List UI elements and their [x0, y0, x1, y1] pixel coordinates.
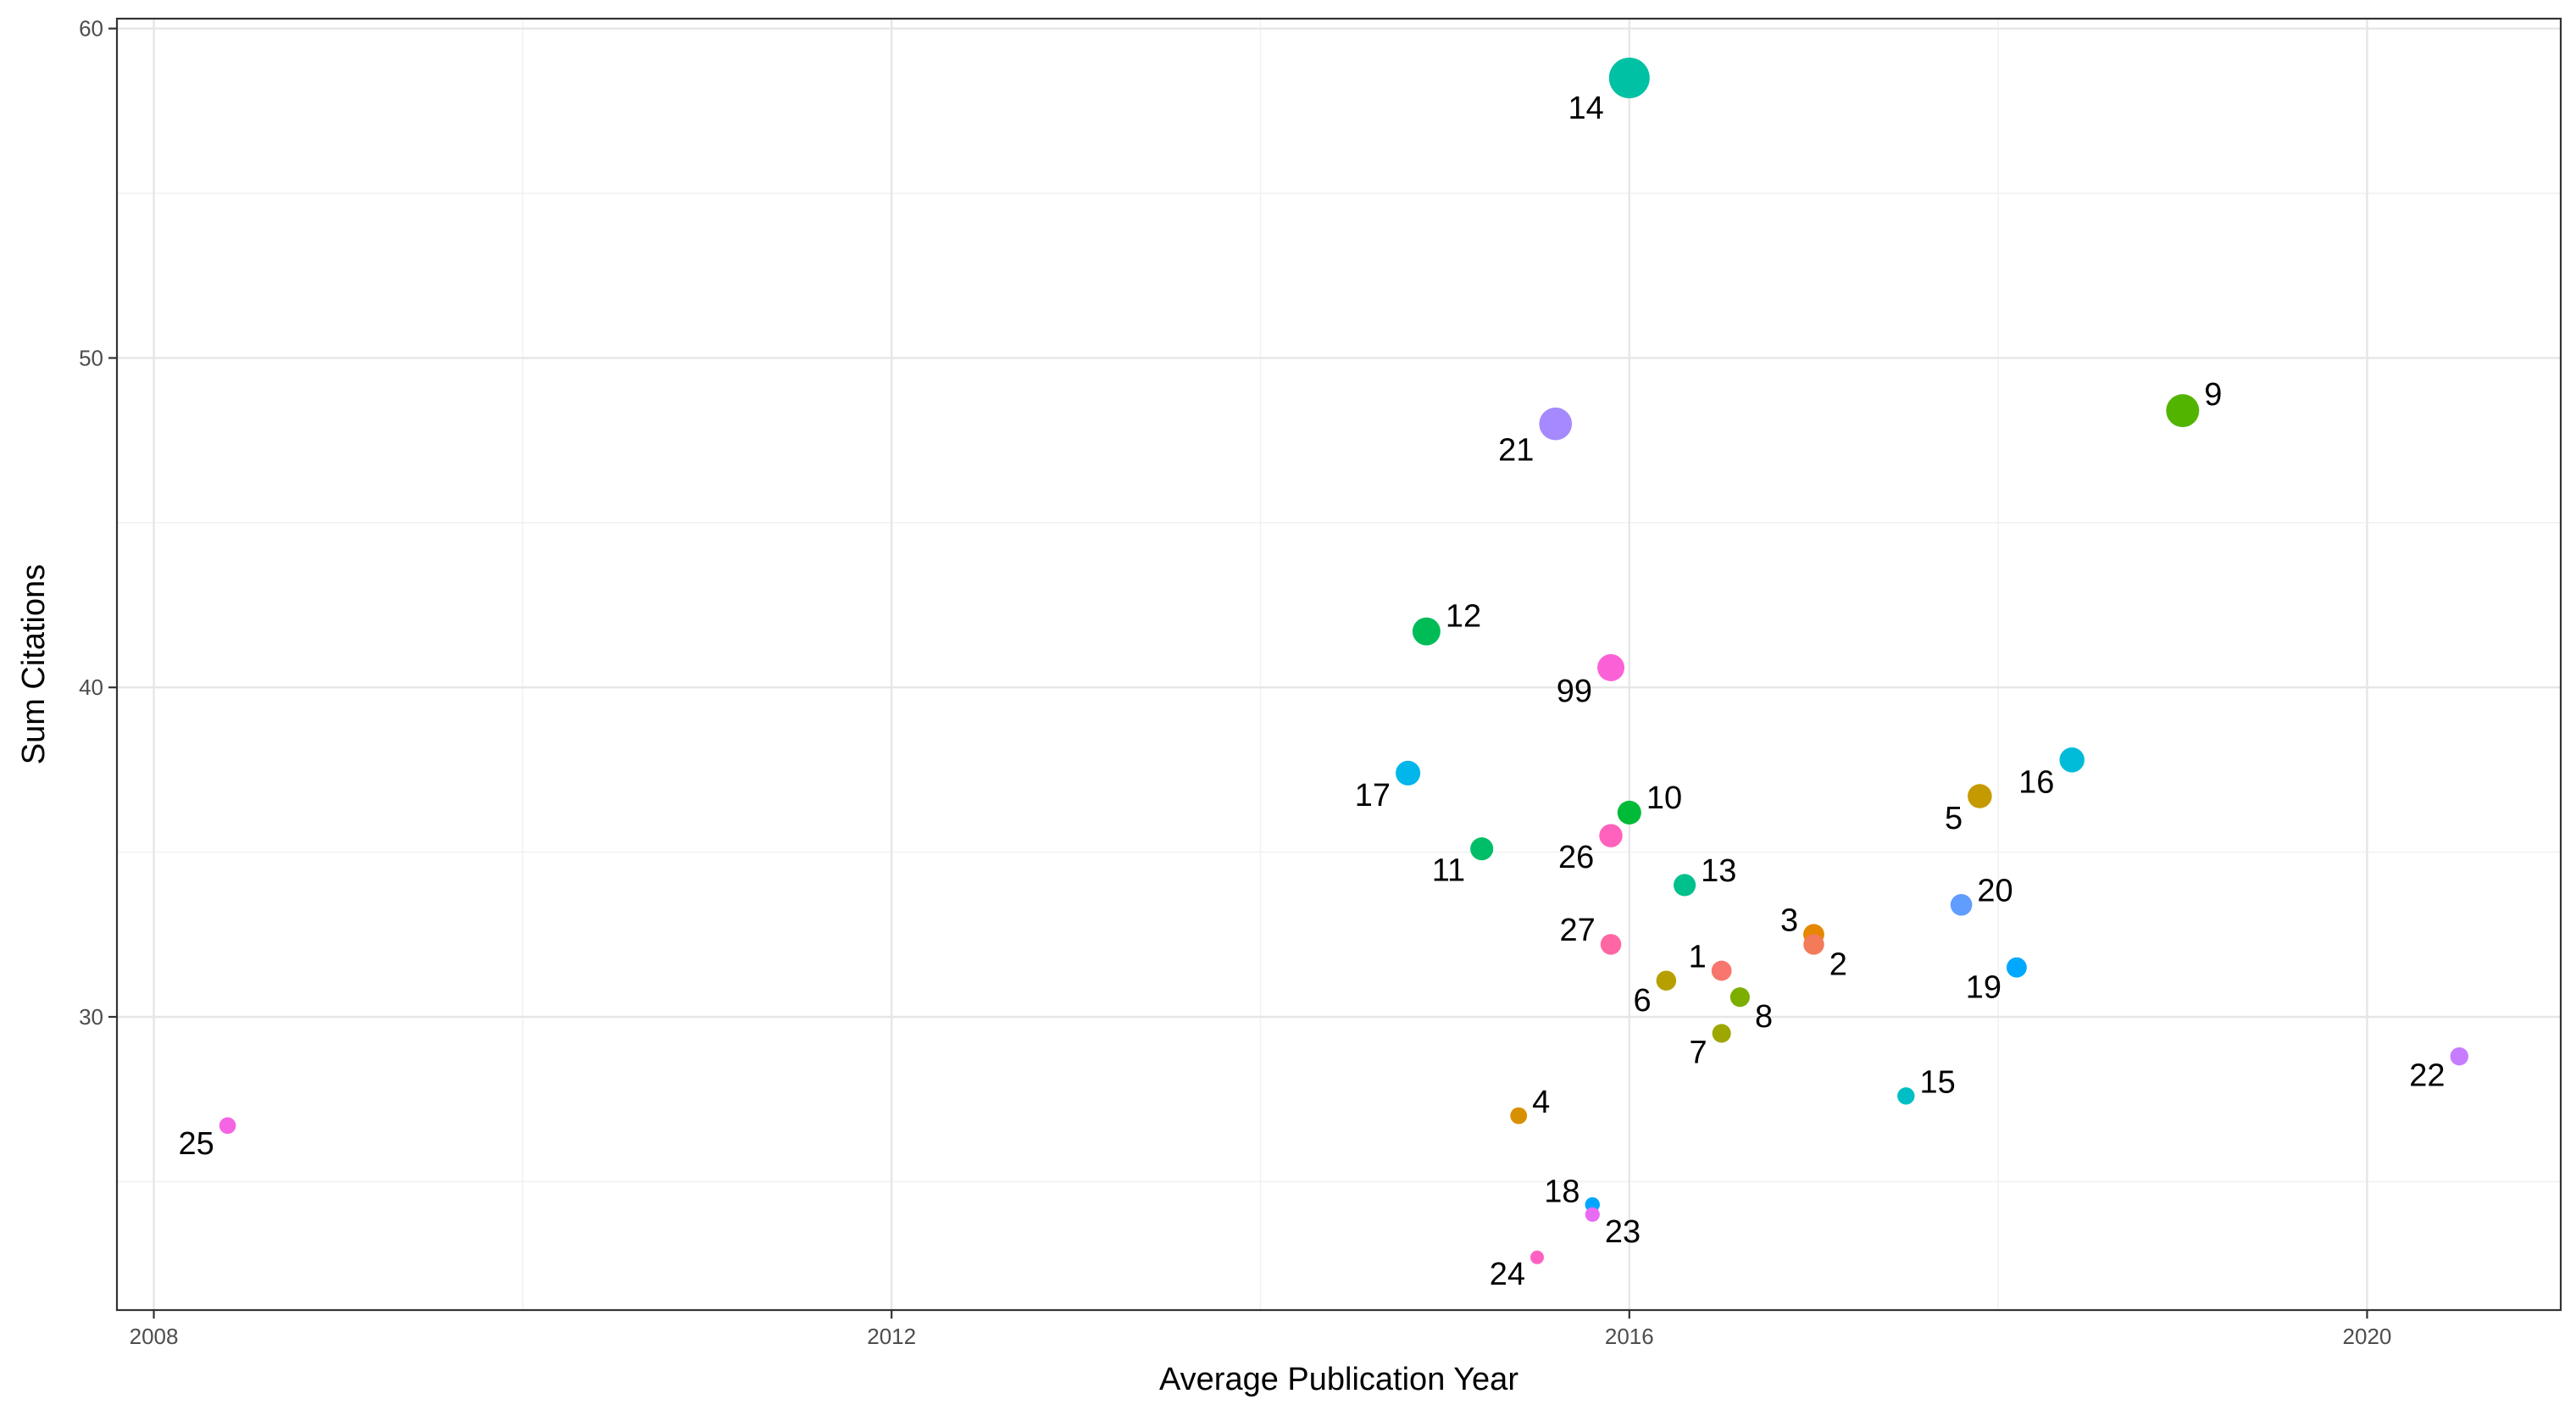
data-point-14: [1608, 57, 1650, 98]
data-point-13: [1674, 874, 1696, 897]
data-point-24: [1530, 1250, 1544, 1264]
x-axis-title: Average Publication Year: [1159, 1362, 1518, 1397]
point-label-27: 27: [1560, 913, 1596, 948]
y-axis-title: Sum Citations: [16, 564, 52, 765]
panel-border: [115, 17, 2562, 1312]
data-point-23: [1585, 1207, 1600, 1222]
x-tick-label: 2016: [1605, 1324, 1654, 1349]
data-point-4: [1510, 1107, 1528, 1124]
data-point-7: [1712, 1024, 1731, 1043]
data-point-10: [1617, 800, 1641, 825]
point-label-7: 7: [1689, 1035, 1707, 1070]
point-label-10: 10: [1646, 780, 1682, 816]
point-label-15: 15: [1919, 1065, 1955, 1101]
point-label-16: 16: [2018, 764, 2054, 800]
point-label-2: 2: [1829, 947, 1847, 983]
data-point-11: [1470, 837, 1494, 861]
x-tick-label: 2012: [867, 1324, 916, 1349]
data-point-19: [2006, 957, 2027, 978]
point-label-14: 14: [1568, 91, 1604, 126]
point-label-22: 22: [2409, 1058, 2445, 1093]
gridlines: [117, 19, 2561, 1310]
data-point-2: [1803, 934, 1824, 955]
point-label-18: 18: [1544, 1174, 1579, 1210]
point-label-13: 13: [1701, 853, 1736, 889]
point-label-1: 1: [1689, 939, 1707, 975]
point-label-6: 6: [1633, 983, 1651, 1019]
data-point-5: [1968, 784, 1992, 808]
data-point-21: [1539, 407, 1573, 441]
point-label-21: 21: [1498, 433, 1534, 469]
x-tick-label: 2020: [2343, 1324, 2392, 1349]
data-point-25: [219, 1117, 236, 1135]
data-point-17: [1396, 760, 1421, 786]
point-label-26: 26: [1558, 840, 1594, 875]
data-point-22: [2450, 1047, 2469, 1066]
data-point-9: [2166, 394, 2200, 428]
y-tick-label: 50: [79, 345, 103, 370]
data-point-20: [1950, 894, 1973, 916]
x-tick-label: 2008: [130, 1324, 179, 1349]
y-tick-label: 40: [79, 675, 103, 700]
data-point-26: [1599, 824, 1623, 847]
point-label-8: 8: [1755, 999, 1773, 1035]
point-label-19: 19: [1966, 970, 2001, 1006]
data-point-15: [1897, 1087, 1915, 1105]
point-label-3: 3: [1780, 902, 1798, 938]
y-tick-label: 60: [79, 16, 103, 42]
point-label-23: 23: [1605, 1214, 1641, 1250]
data-point-27: [1600, 934, 1622, 955]
point-label-11: 11: [1432, 852, 1465, 888]
point-label-12: 12: [1446, 598, 1481, 634]
point-label-20: 20: [1977, 873, 2012, 908]
point-label-9: 9: [2204, 377, 2222, 413]
data-point-99: [1597, 653, 1625, 681]
data-points: [219, 57, 2469, 1264]
point-label-24: 24: [1490, 1257, 1525, 1292]
data-point-16: [2059, 747, 2085, 773]
y-tick-label: 30: [79, 1004, 103, 1030]
data-point-8: [1729, 987, 1750, 1008]
point-label-25: 25: [179, 1126, 214, 1162]
data-point-12: [1412, 617, 1441, 646]
point-label-99: 99: [1557, 674, 1592, 709]
point-label-5: 5: [1945, 801, 1963, 836]
data-point-1: [1711, 960, 1732, 981]
point-label-4: 4: [1532, 1085, 1550, 1120]
point-label-17: 17: [1355, 778, 1391, 814]
data-point-6: [1656, 970, 1677, 991]
